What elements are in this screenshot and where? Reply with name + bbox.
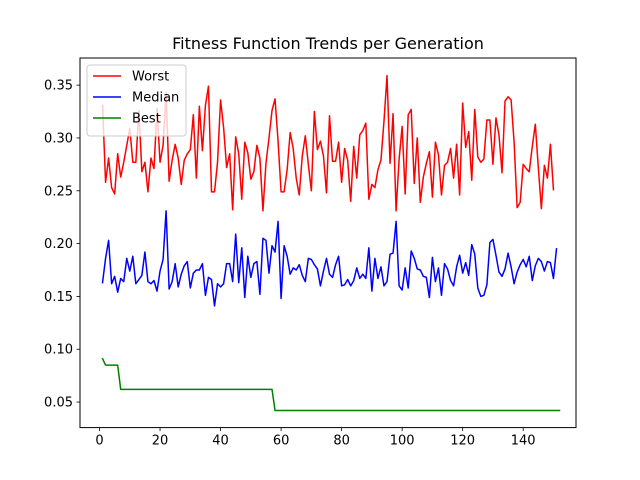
y-tick-label: 0.30 — [44, 131, 73, 146]
x-tick-label: 120 — [450, 434, 475, 449]
x-tick-label: 20 — [152, 434, 169, 449]
y-tick-label: 0.20 — [44, 237, 73, 252]
y-tick-label: 0.25 — [44, 184, 73, 199]
y-tick-label: 0.05 — [44, 396, 73, 411]
series-line-worst — [101, 74, 555, 212]
x-tick-label: 60 — [273, 434, 290, 449]
legend-label-best: Best — [132, 112, 161, 127]
plot-area — [101, 74, 561, 412]
y-tick-label: 0.15 — [44, 290, 73, 305]
y-tick-label: 0.35 — [44, 79, 73, 94]
x-axis: 0 20 40 60 80 100 120 140 — [95, 427, 536, 449]
series-line-median — [101, 210, 558, 307]
legend-label-median: Median — [132, 91, 179, 106]
legend-label-worst: Worst — [132, 70, 169, 85]
series-line-best — [101, 357, 561, 412]
x-tick-label: 0 — [95, 434, 103, 449]
x-tick-label: 100 — [390, 434, 415, 449]
x-tick-label: 80 — [333, 434, 350, 449]
x-tick-label: 140 — [511, 434, 536, 449]
x-tick-label: 40 — [212, 434, 229, 449]
y-tick-label: 0.10 — [44, 343, 73, 358]
y-axis: 0.05 0.10 0.15 0.20 0.25 0.30 0.35 — [44, 79, 80, 411]
chart-title: Fitness Function Trends per Generation — [172, 34, 484, 53]
legend: Worst Median Best — [86, 64, 187, 137]
plot-frame — [79, 57, 577, 429]
